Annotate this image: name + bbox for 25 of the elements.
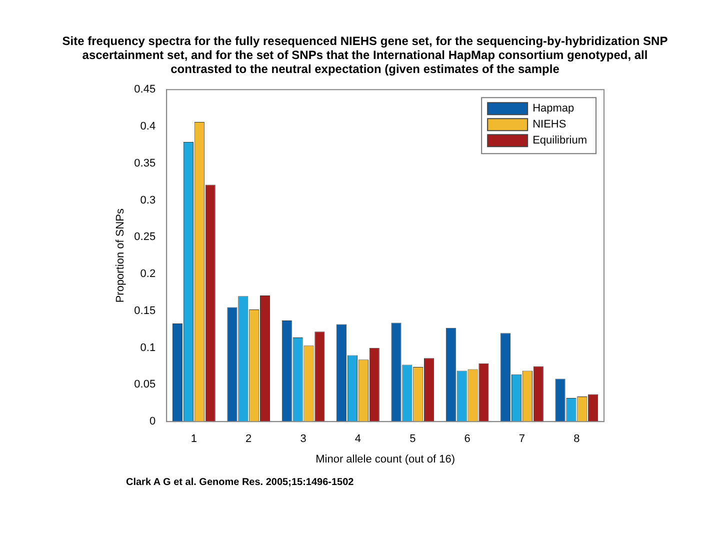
x-tick-label: 1 [190,433,198,446]
y-tick-label: 0.25 [134,231,156,244]
y-tick-label: 0.2 [140,268,156,280]
y-tick-label: 0.35 [134,157,156,170]
y-tick-label: 0.15 [134,304,156,317]
y-tick-label: 0.4 [140,120,156,133]
x-tick-label: 2 [246,433,252,446]
y-tick-label: 0.1 [140,342,156,354]
legend-label: Hapmap [532,102,574,115]
x-tick-label: 4 [354,433,362,446]
text: Clark A G et al. Genome Res. 2005;15:1496-1502 [126,477,354,488]
x-tick-label: 5 [410,433,416,446]
y-tick-label: 0 [149,416,156,428]
legend-label: NIEHS [532,118,566,131]
x-tick-label: 7 [518,433,526,446]
x-tick-label: 6 [464,433,470,446]
y-tick-label: 0.45 [134,84,156,96]
y-tick-label: 0.05 [134,378,156,391]
x-tick-label: 8 [574,433,580,446]
x-axis-title: Minor allele count (out of 16) [316,453,456,466]
chart-title: Site frequency spectra for the fully resequenced NIEHS gene set, for the sequencing-by-hybridization SNP ascertainment set, and for the set of SNPs that the International HapMap consortium genotyped, all contrasted to the neutral expectation (given estimates of the sample [61,34,669,76]
x-tick-label: 3 [300,433,306,446]
y-axis-title: Proportion of SNPs [114,208,127,303]
legend-label: Equilibrium [532,134,588,147]
y-tick-label: 0.3 [140,194,156,206]
